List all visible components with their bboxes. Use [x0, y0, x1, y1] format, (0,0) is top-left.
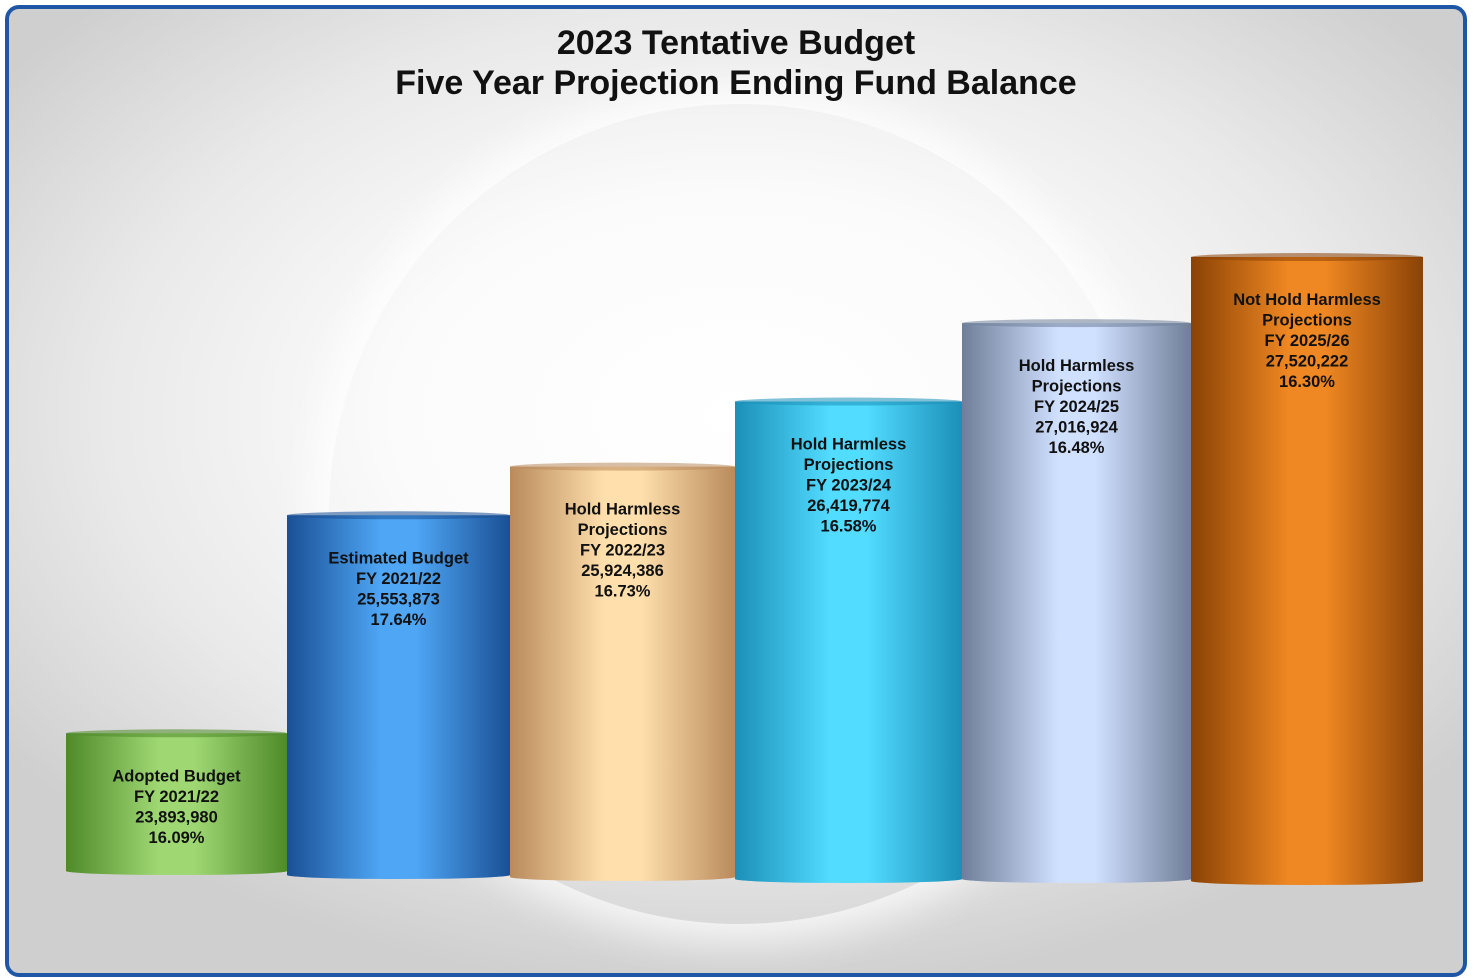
bar-label-line: Adopted Budget [112, 767, 241, 785]
chart-subtitle: Five Year Projection Ending Fund Balance [395, 64, 1077, 102]
bar-label-line: FY 2024/25 [1034, 398, 1119, 416]
bar-label-line: 27,520,222 [1266, 353, 1349, 371]
bar-1: Adopted Budget FY 2021/22 23,893,980 16.09% [66, 729, 287, 875]
bar-label-line: FY 2021/22 [356, 570, 441, 588]
bar-label-line: Hold Harmless [1019, 357, 1135, 375]
bar-top-cap [735, 397, 962, 406]
bar-label-line: 16.30% [1279, 373, 1335, 391]
bar-label-line: 26,419,774 [807, 497, 890, 515]
bar-label: Adopted Budget FY 2021/22 23,893,980 16.09% [112, 767, 241, 847]
bar-body [1191, 257, 1423, 886]
bar-label-line: Not Hold Harmless [1233, 291, 1381, 309]
bar-top-cap [962, 319, 1191, 328]
bar-6: Not Hold Harmless Projections FY 2025/26 27… [1191, 253, 1423, 886]
bar-label-line: FY 2022/23 [580, 542, 665, 560]
bar-label-line: 16.58% [821, 518, 877, 536]
bar-label-line: Projections [804, 456, 894, 474]
bar-4: Hold Harmless Projections FY 2023/24 26,419… [735, 397, 962, 883]
bar-label-line: 23,893,980 [135, 808, 218, 826]
bar-label-line: 16.48% [1049, 439, 1105, 457]
bar-body [66, 733, 287, 875]
bar-label: Hold Harmless Projections FY 2023/24 26,419… [791, 436, 907, 536]
bar-label-line: Projections [1032, 378, 1122, 396]
chart-title: 2023 Tentative Budget [556, 24, 916, 62]
chart-title-block: 2023 Tentative Budget Five Year Projecti… [9, 23, 1463, 103]
bar-label-line: FY 2021/22 [134, 788, 219, 806]
bar-top-cap [510, 462, 735, 471]
bar-label-line: Projections [578, 521, 668, 539]
bar-body [735, 401, 962, 883]
bar-label: Estimated Budget FY 2021/22 25,553,873 17.6… [328, 549, 469, 629]
bar-top-cap [1191, 253, 1423, 262]
bar-label-line: FY 2025/26 [1264, 332, 1349, 350]
bar-2: Estimated Budget FY 2021/22 25,553,873 17.6… [287, 511, 510, 879]
bar-chart: Adopted Budget FY 2021/22 23,893,980 16.09%… [66, 253, 1423, 886]
bar-label-line: 25,924,386 [581, 562, 664, 580]
bar-label-line: FY 2023/24 [806, 477, 892, 495]
bar-top-cap [287, 511, 510, 520]
bar-label: Hold Harmless Projections FY 2024/25 27,016… [1019, 357, 1135, 457]
bar-label-line: 16.09% [149, 829, 205, 847]
bar-label-line: Hold Harmless [565, 501, 681, 519]
bar-body [510, 466, 735, 881]
bar-body [287, 515, 510, 879]
bar-label-line: 17.64% [371, 611, 427, 629]
bar-top-cap [66, 729, 287, 738]
bar-body [962, 323, 1191, 883]
bar-label-line: Hold Harmless [791, 436, 907, 454]
bar-label: Hold Harmless Projections FY 2022/23 25,924… [565, 501, 681, 601]
bar-label: Not Hold Harmless Projections FY 2025/26 27… [1233, 291, 1381, 391]
bar-3: Hold Harmless Projections FY 2022/23 25,924… [510, 462, 735, 881]
bar-label-line: Estimated Budget [328, 549, 469, 567]
chart-frame: 2023 Tentative Budget Five Year Projecti… [5, 5, 1467, 977]
bar-label-line: 27,016,924 [1035, 419, 1118, 437]
bar-5: Hold Harmless Projections FY 2024/25 27,016… [962, 319, 1191, 883]
bar-label-line: Projections [1262, 312, 1352, 330]
bar-label-line: 16.73% [595, 583, 651, 601]
bar-label-line: 25,553,873 [357, 590, 440, 608]
